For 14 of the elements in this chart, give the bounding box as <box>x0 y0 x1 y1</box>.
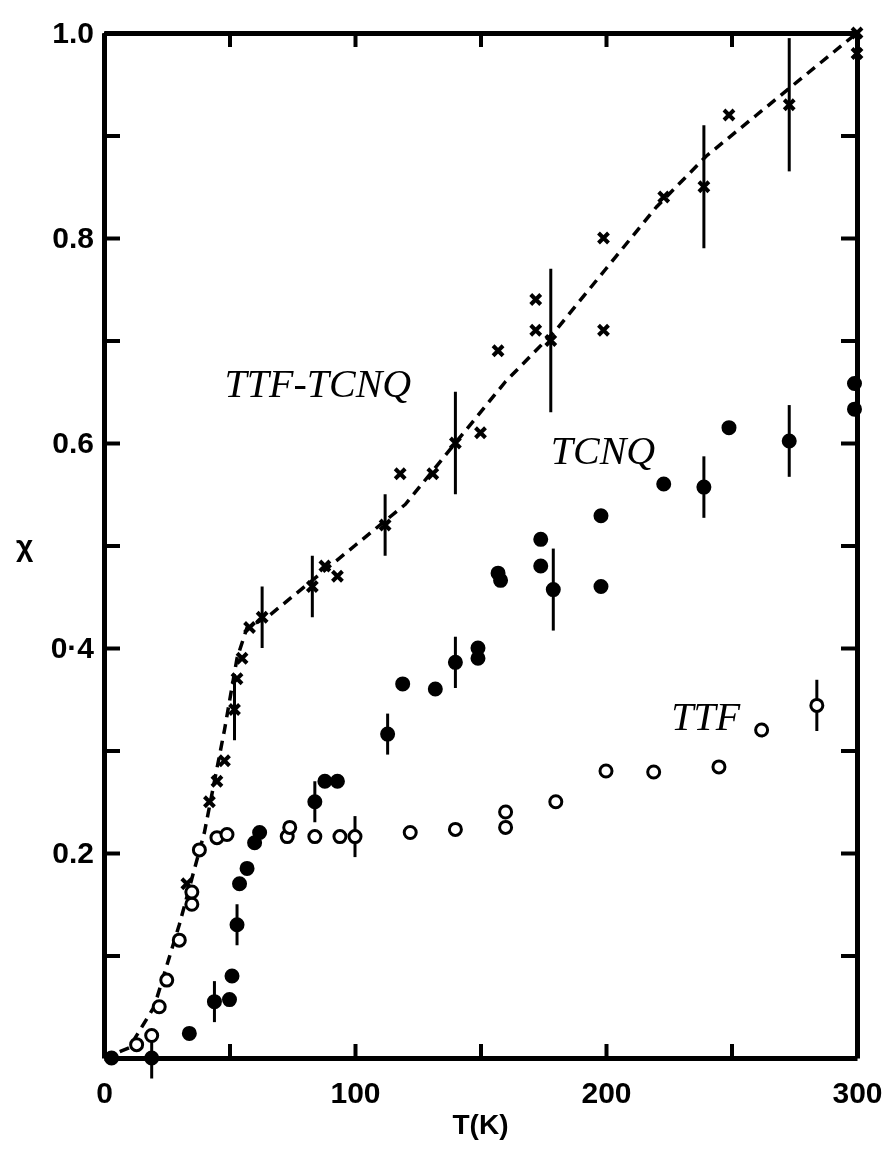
series-label: TTF-TCNQ <box>224 360 412 406</box>
x-axis-title: T(K) <box>452 1109 509 1140</box>
y-tick-label: 0.2 <box>52 836 94 870</box>
series-label: TTF <box>671 694 741 739</box>
x-tick-label: 300 <box>832 1076 883 1110</box>
y-tick-label: 0.8 <box>52 221 94 255</box>
series-label: TCNQ <box>550 427 656 473</box>
y-tick-label: 1.0 <box>52 16 94 50</box>
x-tick-label: 0 <box>96 1076 113 1110</box>
x-tick-label: 200 <box>581 1076 632 1110</box>
y-tick-label: 0·4 <box>50 631 95 665</box>
y-tick-label: 0.6 <box>52 426 94 460</box>
x-tick-label: 100 <box>330 1076 381 1110</box>
y-axis-title: χ <box>16 528 34 562</box>
